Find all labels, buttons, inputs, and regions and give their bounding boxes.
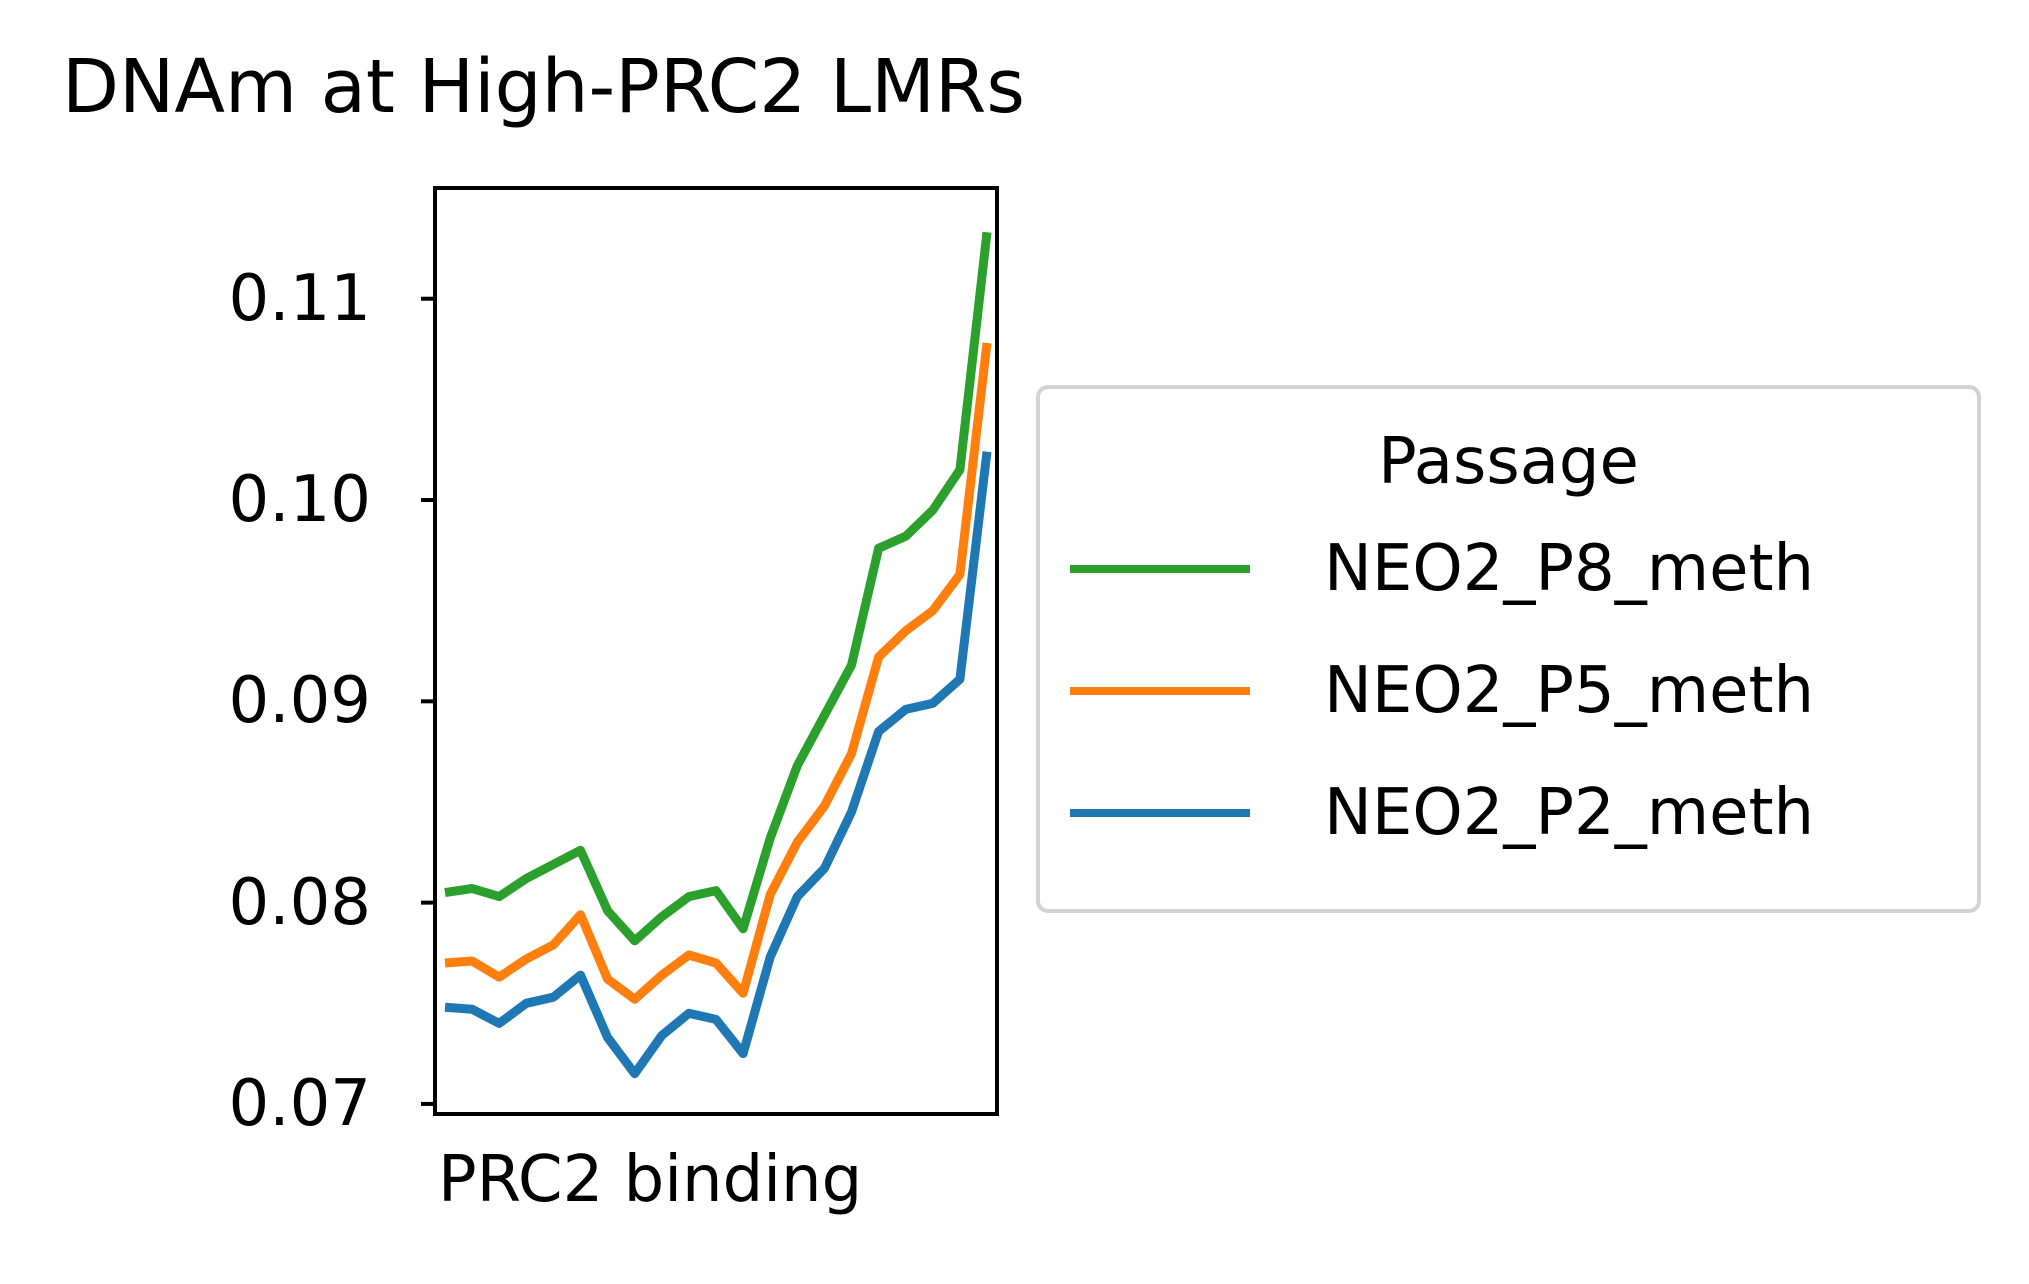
legend-swatch [1070, 809, 1250, 817]
y-tick-label: 0.09 [228, 664, 372, 739]
legend-item: NEO2_P5_meth [1070, 651, 1814, 731]
legend-label: NEO2_P2_meth [1324, 776, 1815, 850]
x-axis-label: PRC2 binding [438, 1143, 863, 1217]
legend-label: NEO2_P8_meth [1324, 532, 1815, 606]
y-tick-label: 0.07 [228, 1066, 372, 1141]
chart-title: DNAm at High-PRC2 LMRs [62, 44, 1025, 130]
legend-item: NEO2_P8_meth [1070, 529, 1814, 609]
legend-label: NEO2_P5_meth [1324, 654, 1815, 728]
legend: Passage NEO2_P8_meth NEO2_P5_meth NEO2_P… [1036, 385, 1981, 913]
series-line-NEO2_P8_meth [444, 231, 992, 946]
legend-swatch [1070, 565, 1250, 573]
series-line-NEO2_P2_meth [444, 451, 992, 1079]
y-tick-label: 0.11 [228, 261, 372, 336]
y-tick-label: 0.10 [228, 463, 372, 538]
plot-frame [433, 186, 999, 1116]
y-tick-label: 0.08 [228, 865, 372, 940]
legend-title: Passage [1378, 425, 1639, 499]
legend-swatch [1070, 687, 1250, 695]
legend-item: NEO2_P2_meth [1070, 773, 1814, 853]
series-line-NEO2_P5_meth [444, 342, 992, 1004]
